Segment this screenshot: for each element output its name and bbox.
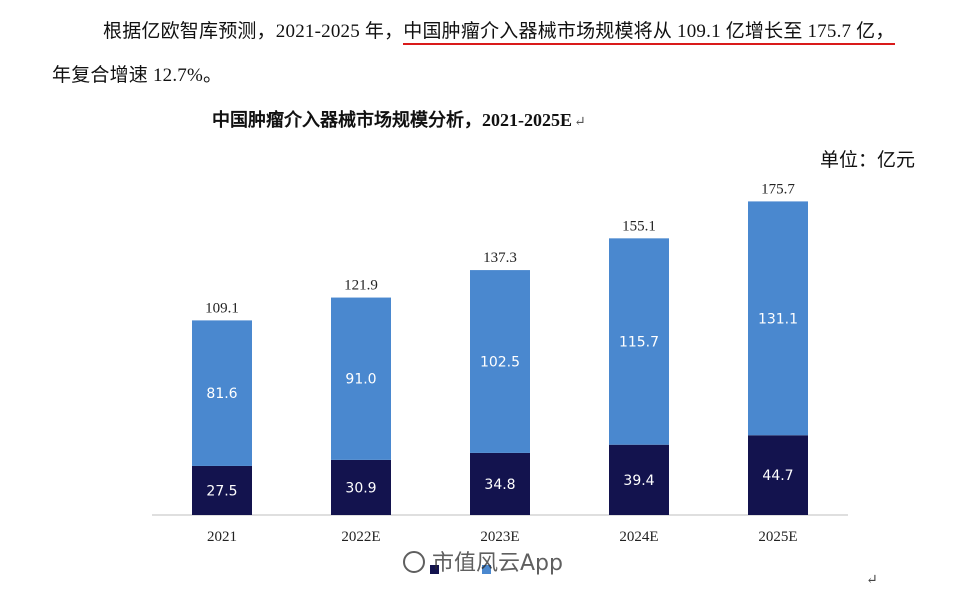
data-label-total: 137.3 bbox=[483, 250, 517, 266]
data-label-total: 121.9 bbox=[344, 278, 378, 294]
corner-return-mark: ↵ bbox=[866, 573, 878, 588]
paragraph-line-1: 根据亿欧智库预测，2021-2025 年，中国肿瘤介入器械市场规模将从 109.… bbox=[103, 16, 895, 45]
data-label-top: 115.7 bbox=[619, 335, 659, 351]
chart-title: 中国肿瘤介入器械市场规模分析，2021-2025E bbox=[212, 110, 572, 130]
data-label-total: 155.1 bbox=[622, 218, 656, 234]
x-tick-label: 2025E bbox=[758, 529, 797, 545]
data-label-top: 131.1 bbox=[758, 311, 798, 327]
bar-segment-top bbox=[609, 238, 669, 445]
chart-title-block: 中国肿瘤介入器械市场规模分析，2021-2025E ↵ bbox=[212, 106, 586, 132]
data-label-top: 81.6 bbox=[206, 386, 237, 402]
x-tick-label: 2021 bbox=[207, 529, 237, 545]
data-label-bottom: 44.7 bbox=[762, 468, 793, 484]
paragraph-underlined-text: 中国肿瘤介入器械市场规模将从 109.1 亿增长至 175.7 亿， bbox=[403, 21, 895, 45]
x-tick-label: 2022E bbox=[341, 529, 380, 545]
legend-swatch-top bbox=[482, 565, 491, 574]
data-label-top: 91.0 bbox=[345, 372, 376, 388]
data-label-total: 109.1 bbox=[205, 300, 239, 316]
legend-swatch-bottom bbox=[430, 565, 439, 574]
unit-label: 单位：亿元 bbox=[820, 149, 916, 171]
data-label-bottom: 39.4 bbox=[623, 473, 654, 489]
bar-segment-bottom bbox=[192, 465, 252, 515]
bar-segment-bottom bbox=[609, 444, 669, 515]
bar-segment-bottom bbox=[748, 435, 808, 515]
bar-segment-bottom bbox=[470, 452, 530, 515]
bar-segment-top bbox=[470, 270, 530, 453]
x-tick-label: 2024E bbox=[619, 529, 658, 545]
paragraph-line-2: 年复合增速 12.7%。 bbox=[52, 65, 223, 86]
bar-segment-top bbox=[331, 297, 391, 460]
title-return-mark: ↵ bbox=[574, 115, 586, 130]
data-label-total: 175.7 bbox=[761, 181, 795, 197]
watermark-logo-icon bbox=[403, 551, 425, 573]
data-label-bottom: 27.5 bbox=[206, 483, 237, 499]
paragraph-line-1-start: 根据亿欧智库预测，2021-2025 年， bbox=[103, 21, 404, 42]
watermark-text: 市值风云App bbox=[432, 551, 563, 576]
data-label-bottom: 30.9 bbox=[345, 480, 376, 496]
bar-segment-top bbox=[748, 201, 808, 436]
data-label-bottom: 34.8 bbox=[484, 477, 515, 493]
x-tick-label: 2023E bbox=[480, 529, 519, 545]
data-label-top: 102.5 bbox=[480, 355, 520, 371]
bar-segment-top bbox=[192, 320, 252, 466]
bar-segment-bottom bbox=[331, 459, 391, 515]
